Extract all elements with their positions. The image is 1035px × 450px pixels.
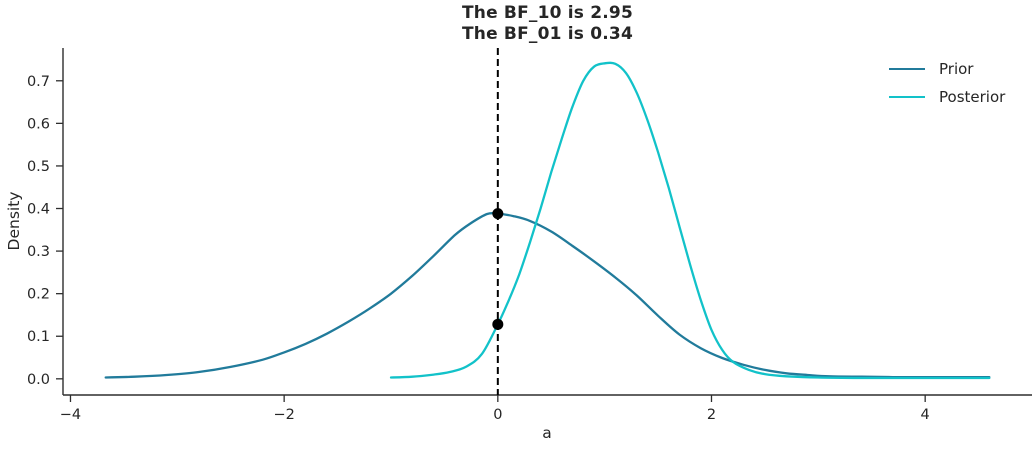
y-tick-label: 0.3 bbox=[27, 244, 50, 260]
y-tick-label: 0.6 bbox=[27, 116, 50, 132]
legend: Prior Posterior bbox=[889, 60, 1017, 106]
x-tick-label: 0 bbox=[493, 407, 502, 423]
y-tick-label: 0.0 bbox=[27, 372, 50, 388]
y-tick-label: 0.1 bbox=[27, 329, 50, 345]
chart-title-line-1: The BF_10 is 2.95 bbox=[461, 3, 633, 23]
chart-title-line-2: The BF_01 is 0.34 bbox=[461, 24, 633, 44]
prior-density-curve bbox=[104, 211, 991, 379]
x-tick-label: −2 bbox=[273, 407, 294, 423]
x-tick-label: 4 bbox=[921, 407, 930, 423]
posterior-line-swatch bbox=[889, 96, 925, 98]
chart-title: The BF_10 is 2.95 The BF_01 is 0.34 bbox=[63, 3, 1032, 45]
y-tick-label: 0.4 bbox=[27, 202, 50, 218]
density-point-marker bbox=[492, 318, 504, 330]
legend-item-prior: Prior bbox=[889, 60, 1017, 78]
y-tick-label: 0.2 bbox=[27, 287, 50, 303]
x-tick-label: −4 bbox=[60, 407, 81, 423]
legend-label-posterior: Posterior bbox=[939, 88, 1006, 106]
y-tick-label: 0.7 bbox=[27, 74, 50, 90]
y-tick-label: 0.5 bbox=[27, 159, 50, 175]
legend-item-posterior: Posterior bbox=[889, 88, 1017, 106]
x-axis-label: a bbox=[542, 424, 552, 442]
prior-line-swatch bbox=[889, 68, 925, 70]
y-axis-label: Density bbox=[5, 191, 23, 251]
density-point-marker bbox=[492, 208, 504, 220]
legend-label-prior: Prior bbox=[939, 60, 974, 78]
posterior-density-curve bbox=[389, 61, 991, 380]
x-tick-label: 2 bbox=[707, 407, 716, 423]
